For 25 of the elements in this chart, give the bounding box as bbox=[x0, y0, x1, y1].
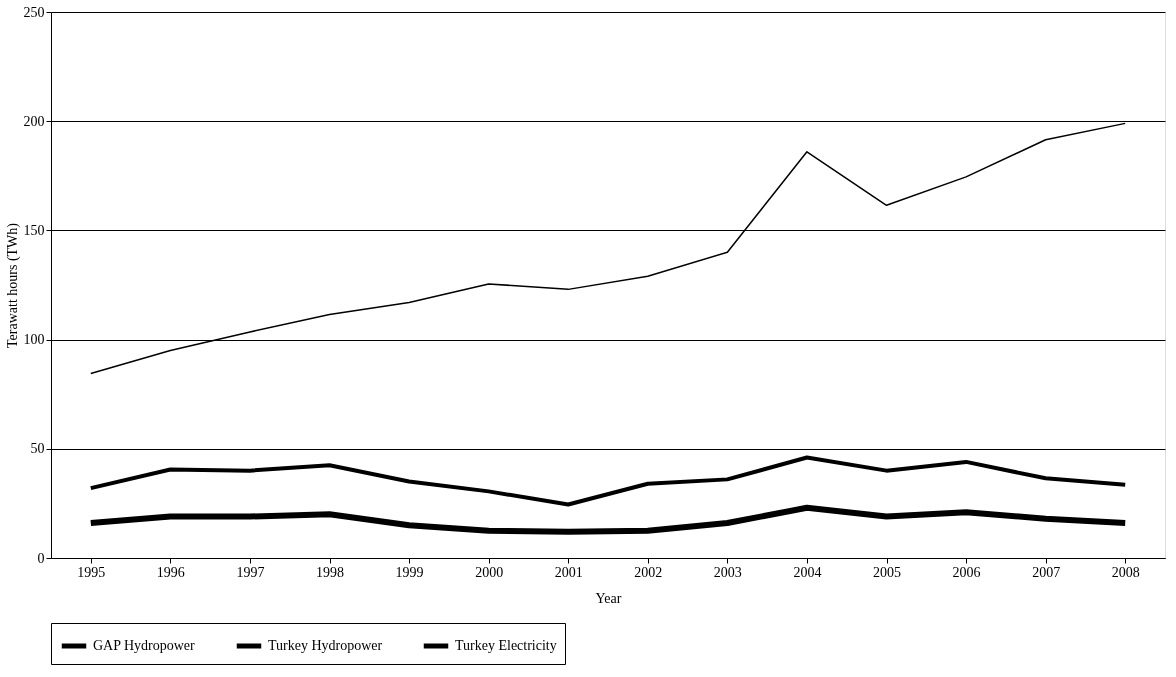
x-tick-label: 1998 bbox=[316, 564, 344, 580]
y-tick-label: 200 bbox=[23, 113, 45, 129]
x-tick-label: 2003 bbox=[713, 564, 742, 580]
y-tick-label: 0 bbox=[37, 550, 45, 566]
x-tick-label: 2000 bbox=[475, 564, 504, 580]
x-tick-label: 2005 bbox=[873, 564, 901, 580]
y-tick-label: 100 bbox=[23, 332, 45, 348]
x-tick-label: 1996 bbox=[156, 564, 185, 580]
x-tick-label: 2006 bbox=[952, 564, 981, 580]
x-tick-label: 1995 bbox=[77, 564, 106, 580]
legend-label: Turkey Electricity bbox=[455, 638, 557, 653]
legend-label: GAP Hydropower bbox=[93, 638, 196, 653]
x-tick-label: 1997 bbox=[236, 564, 265, 580]
x-axis-title: Year bbox=[595, 590, 622, 606]
x-tick-label: 2008 bbox=[1111, 564, 1140, 580]
y-axis-title: Terawatt hours (TWh) bbox=[4, 222, 21, 348]
x-tick-label: 2001 bbox=[554, 564, 583, 580]
x-tick-label: 2004 bbox=[793, 564, 822, 580]
y-tick-label: 150 bbox=[23, 222, 45, 238]
x-tick-label: 1999 bbox=[395, 564, 424, 580]
x-tick-label: 2002 bbox=[634, 564, 663, 580]
y-tick-label: 50 bbox=[30, 441, 45, 457]
x-tick-label: 2007 bbox=[1032, 564, 1061, 580]
y-tick-label: 250 bbox=[23, 4, 45, 20]
legend-label: Turkey Hydropower bbox=[268, 638, 383, 653]
